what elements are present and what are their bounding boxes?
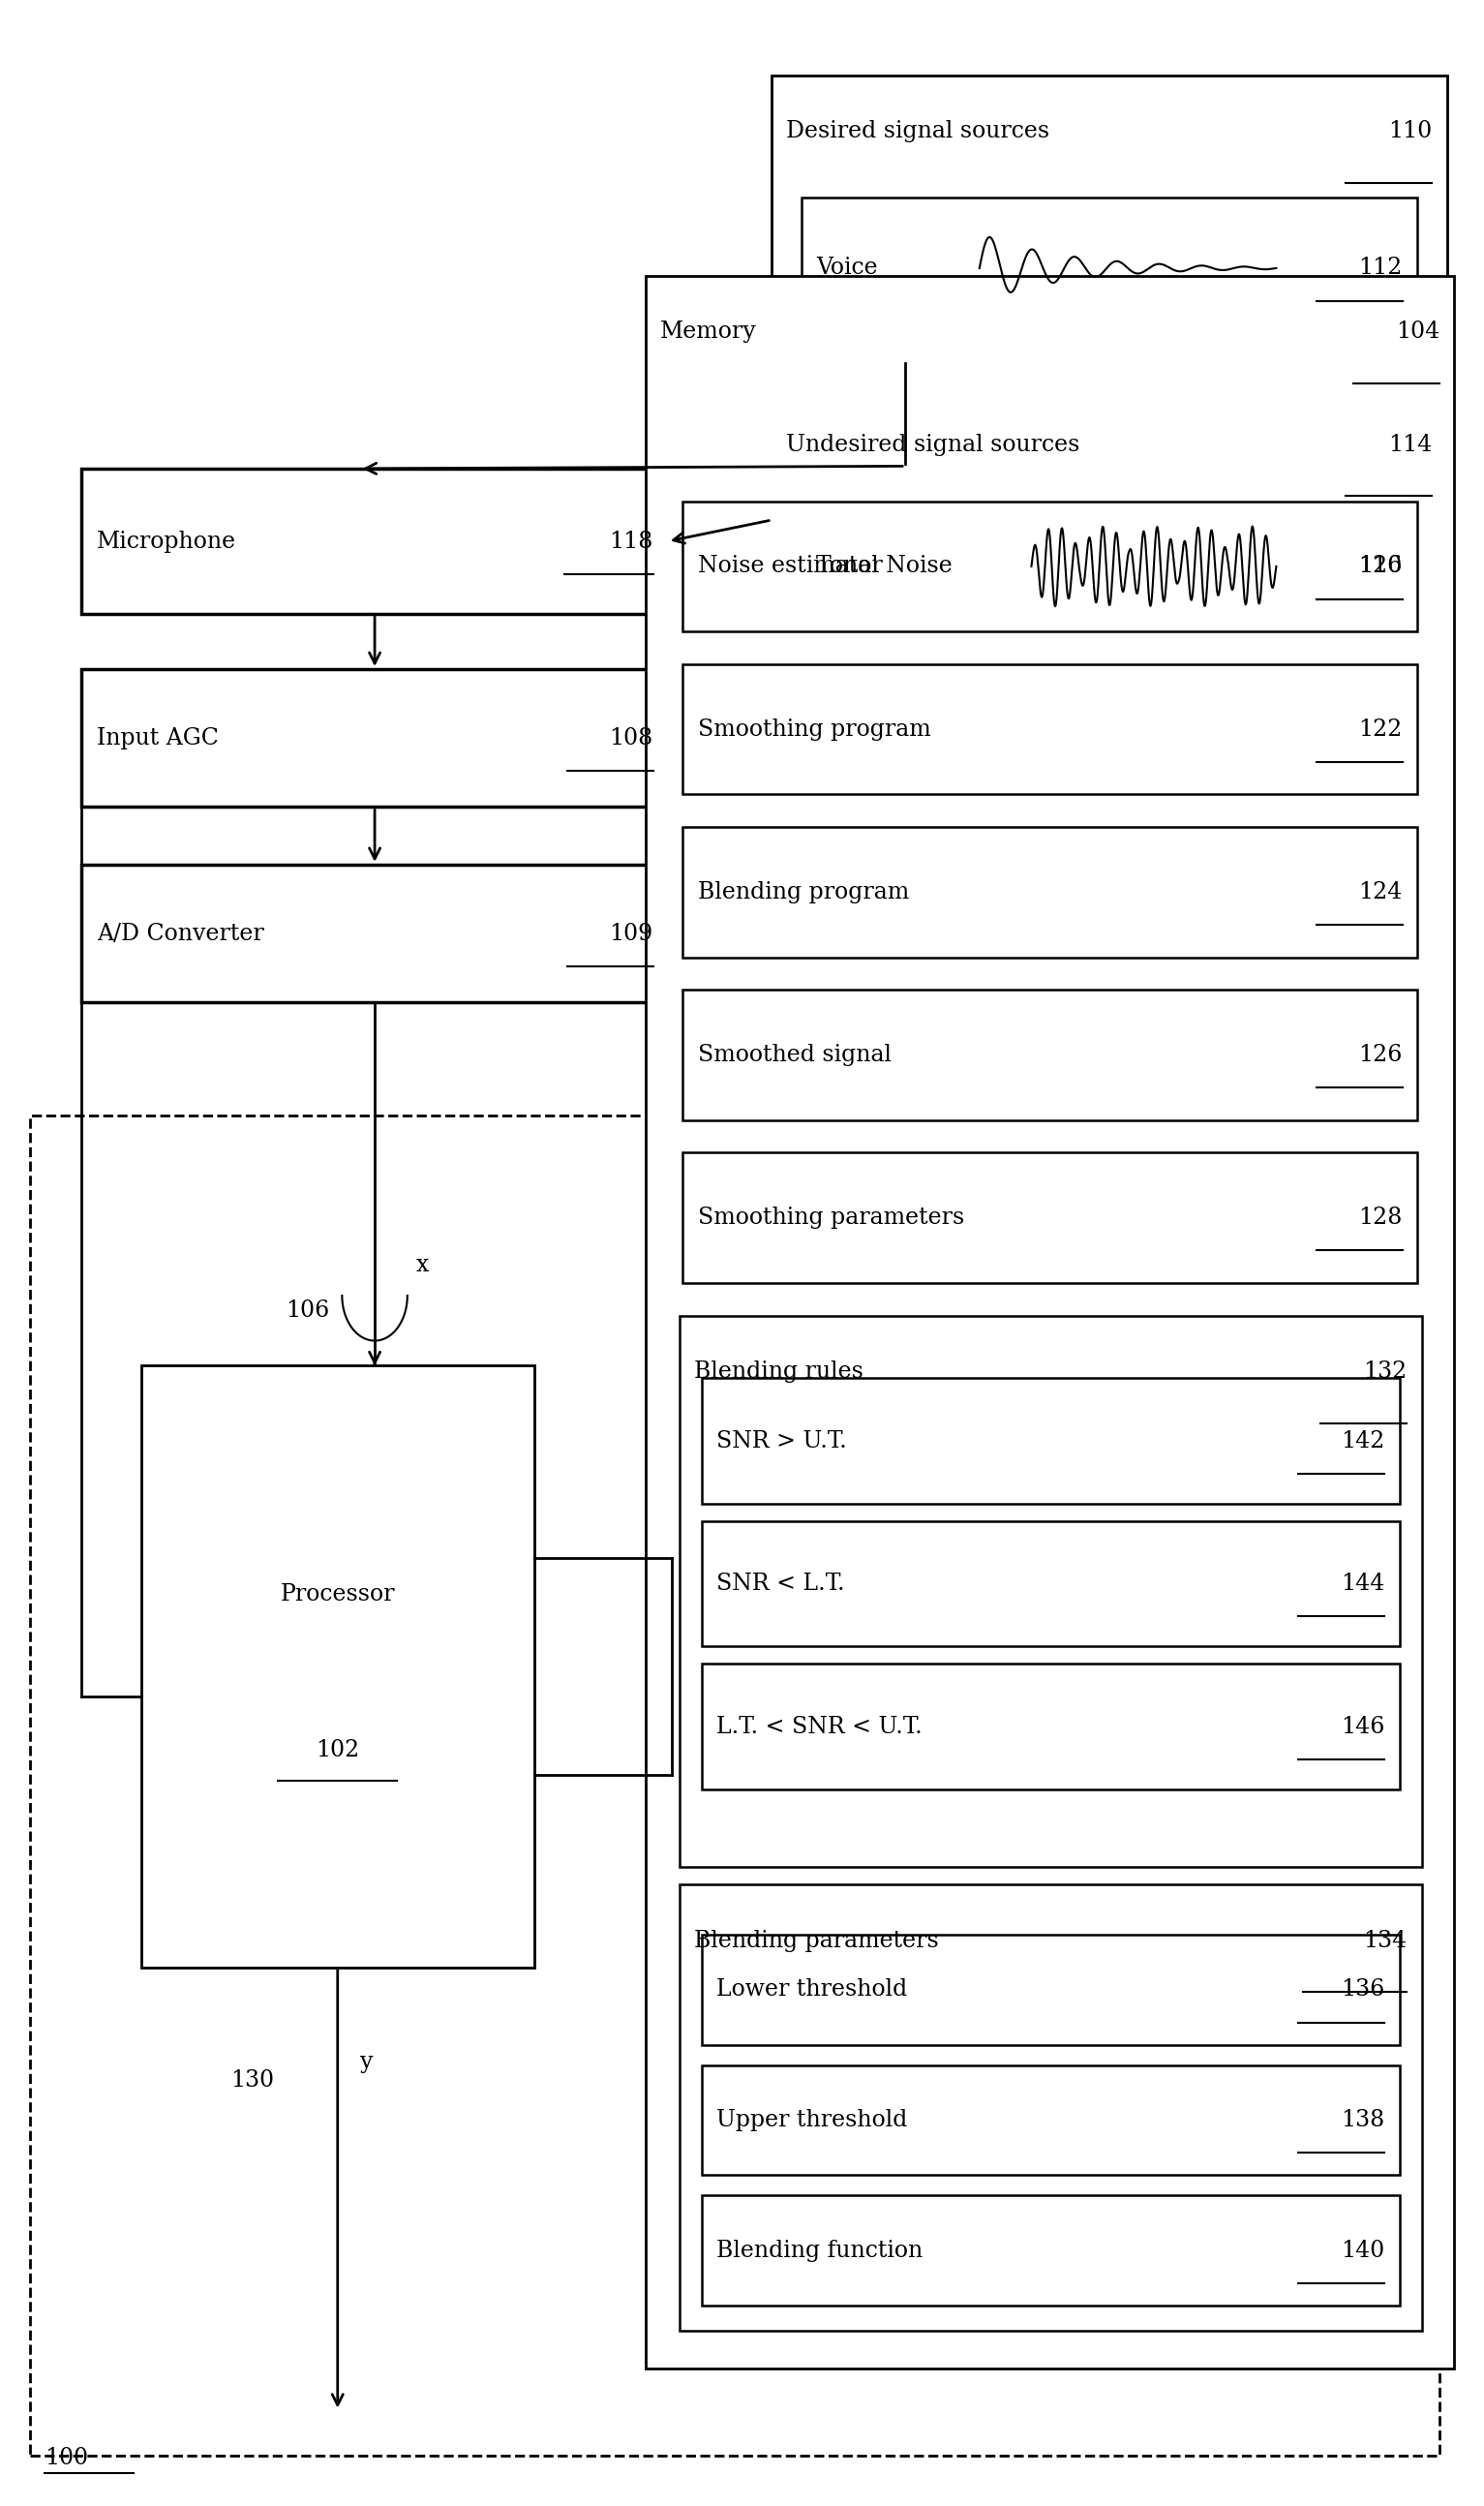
Text: Blending program: Blending program bbox=[697, 882, 908, 902]
Text: Smoothed signal: Smoothed signal bbox=[697, 1045, 890, 1065]
Text: 108: 108 bbox=[608, 727, 653, 749]
Text: SNR > U.T.: SNR > U.T. bbox=[717, 1431, 847, 1451]
Text: 138: 138 bbox=[1340, 2110, 1385, 2130]
Text: Smoothing parameters: Smoothing parameters bbox=[697, 1208, 965, 1228]
Text: Noise estimator: Noise estimator bbox=[697, 556, 881, 576]
Text: 130: 130 bbox=[232, 2070, 275, 2090]
Text: SNR < L.T.: SNR < L.T. bbox=[717, 1574, 846, 1594]
Text: 140: 140 bbox=[1340, 2240, 1385, 2260]
Text: 110: 110 bbox=[1388, 120, 1432, 143]
Text: A/D Converter: A/D Converter bbox=[96, 922, 264, 945]
Text: Blending function: Blending function bbox=[717, 2240, 923, 2260]
Text: Input AGC: Input AGC bbox=[96, 727, 218, 749]
Text: 106: 106 bbox=[285, 1301, 329, 1321]
Bar bbox=[683, 990, 1417, 1120]
Text: Voice: Voice bbox=[816, 258, 879, 278]
Text: 144: 144 bbox=[1340, 1574, 1385, 1594]
Text: 100: 100 bbox=[45, 2448, 88, 2468]
Bar bbox=[30, 1115, 1439, 2456]
Bar bbox=[702, 2065, 1399, 2175]
Text: 136: 136 bbox=[1340, 1980, 1385, 2000]
Text: 104: 104 bbox=[1395, 321, 1439, 343]
Text: Undesired signal sources: Undesired signal sources bbox=[787, 434, 1080, 456]
Text: 120: 120 bbox=[1358, 556, 1402, 576]
Bar bbox=[82, 669, 668, 807]
Bar bbox=[683, 1153, 1417, 1283]
Text: Memory: Memory bbox=[660, 321, 757, 343]
Text: Smoothing program: Smoothing program bbox=[697, 719, 930, 739]
Bar bbox=[772, 75, 1447, 363]
Bar bbox=[702, 1664, 1399, 1789]
Text: Blending parameters: Blending parameters bbox=[695, 1930, 939, 1952]
Text: 128: 128 bbox=[1358, 1208, 1402, 1228]
Text: 122: 122 bbox=[1358, 719, 1402, 739]
Text: 124: 124 bbox=[1358, 882, 1402, 902]
Text: 116: 116 bbox=[1358, 556, 1402, 576]
Bar bbox=[801, 198, 1417, 338]
Bar bbox=[646, 276, 1454, 2368]
Text: Lower threshold: Lower threshold bbox=[717, 1980, 908, 2000]
Text: Desired signal sources: Desired signal sources bbox=[787, 120, 1051, 143]
Text: Processor: Processor bbox=[280, 1584, 395, 1606]
Bar bbox=[683, 827, 1417, 957]
Text: 134: 134 bbox=[1362, 1930, 1407, 1952]
Bar bbox=[683, 664, 1417, 794]
Text: Blending rules: Blending rules bbox=[695, 1361, 864, 1383]
Text: 102: 102 bbox=[316, 1739, 359, 1762]
Text: 132: 132 bbox=[1362, 1361, 1407, 1383]
Text: Tonal Noise: Tonal Noise bbox=[816, 556, 953, 576]
Bar bbox=[680, 1316, 1422, 1867]
Text: x: x bbox=[416, 1256, 429, 1276]
Bar bbox=[82, 865, 668, 1002]
Text: 118: 118 bbox=[608, 531, 653, 551]
Bar bbox=[680, 1885, 1422, 2331]
Text: 112: 112 bbox=[1358, 258, 1402, 278]
Bar bbox=[772, 388, 1447, 652]
Bar bbox=[702, 1378, 1399, 1504]
Text: y: y bbox=[359, 2052, 372, 2072]
Text: 146: 146 bbox=[1340, 1717, 1385, 1737]
Text: 142: 142 bbox=[1340, 1431, 1385, 1451]
Text: 109: 109 bbox=[608, 922, 653, 945]
Text: Microphone: Microphone bbox=[96, 531, 236, 551]
Bar bbox=[702, 1521, 1399, 1646]
Bar bbox=[141, 1366, 534, 1967]
Bar bbox=[702, 2195, 1399, 2306]
Text: Upper threshold: Upper threshold bbox=[717, 2110, 908, 2130]
Text: 114: 114 bbox=[1388, 434, 1432, 456]
Text: L.T. < SNR < U.T.: L.T. < SNR < U.T. bbox=[717, 1717, 923, 1737]
Bar bbox=[702, 1935, 1399, 2045]
Text: 126: 126 bbox=[1358, 1045, 1402, 1065]
Bar bbox=[683, 501, 1417, 632]
Bar bbox=[82, 469, 668, 614]
Bar bbox=[801, 501, 1417, 632]
